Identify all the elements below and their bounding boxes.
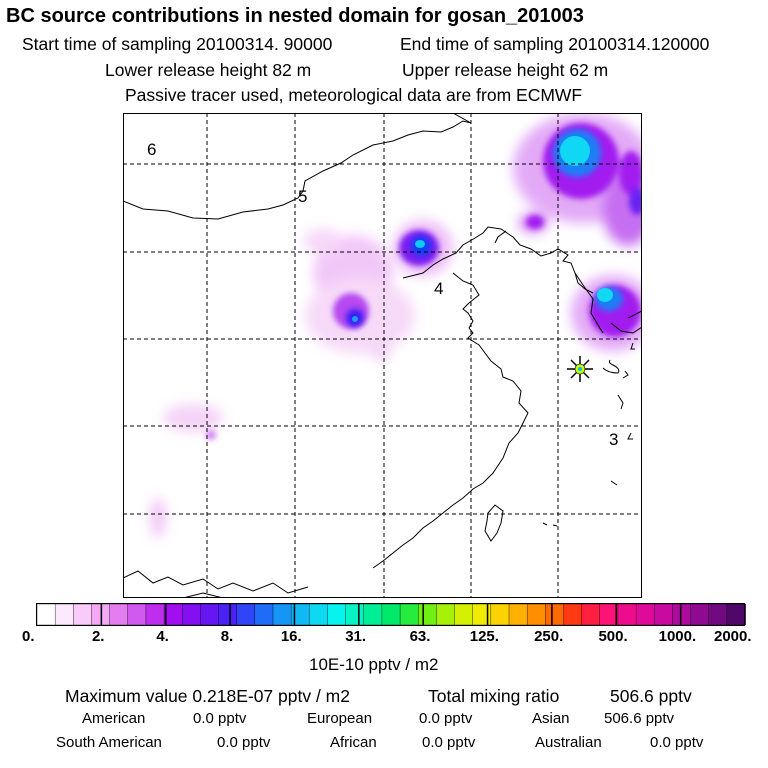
colorbar-cell [254,603,274,626]
colorbar-cell [309,603,329,626]
upper-release-label: Upper release height 62 m [402,60,609,80]
colorbar-tick-label: 2. [91,628,105,645]
region-name-asian: Asian [532,710,570,727]
colorbar-cell [472,603,492,626]
colorbar-cell [163,603,184,626]
colorbar-tick-label: 125. [469,628,499,645]
colorbar-unit-label: 10E-10 pptv / m2 [309,655,439,674]
colorbar-cell [454,603,474,626]
figure-title: BC source contributions in nested domain… [6,5,584,27]
colorbar-cell [145,603,165,626]
colorbar-cell [73,603,93,626]
receptor-star-icon [567,356,593,382]
colorbar-cell [490,603,510,626]
region-value-american: 0.0 pptv [193,710,247,727]
colorbar-cell [508,603,528,626]
colorbar-tick-label: 1000. [658,628,697,645]
region-name-african: African [330,734,377,751]
region-value-african: 0.0 pptv [422,734,476,751]
map-panel: 6 5 4 3 [123,113,642,598]
colorbar-tick-label: 500. [598,628,628,645]
colorbar-cell [381,603,401,626]
end-time-label: End time of sampling 20100314.120000 [400,34,710,54]
colorbar-cell [617,603,637,626]
lower-release-label: Lower release height 82 m [105,60,312,80]
colorbar-cell [563,603,583,626]
colorbar-cell [363,603,383,626]
colorbar [36,603,746,626]
total-mixing-ratio-label: Total mixing ratio [428,686,560,706]
colorbar-cell [690,603,710,626]
colorbar-cell [200,603,220,626]
map-frame [123,113,642,598]
colorbar-cell [672,603,692,626]
region-label-5: 5 [298,187,307,206]
region-label-4: 4 [434,279,443,298]
colorbar-cell [54,603,75,626]
colorbar-cell [399,603,420,626]
colorbar-tick-label: 250. [534,628,564,645]
max-value-label: Maximum value 0.218E-07 pptv / m2 [65,686,350,706]
colorbar-cell [109,603,129,626]
region-value-asian: 506.6 pptv [604,710,675,727]
start-time-label: Start time of sampling 20100314. 90000 [22,34,333,54]
colorbar-cell [36,603,56,626]
colorbar-cell [218,603,238,626]
colorbar-cell [545,603,565,626]
colorbar-cell [127,603,147,626]
concentration-field [150,113,642,538]
region-value-european: 0.0 pptv [419,710,473,727]
colorbar-frame [36,603,745,626]
colorbar-cell [581,603,601,626]
colorbar-cell [436,603,456,626]
colorbar-tick-label: 63. [409,628,431,645]
colorbar-tick-label: 16. [280,628,302,645]
colorbar-cell [272,603,292,626]
region-value-south-american: 0.0 pptv [217,734,271,751]
colorbar-cell [708,603,728,626]
colorbar-tick-label: 31. [345,628,367,645]
coastlines [123,113,642,598]
region-label-3: 3 [609,430,618,449]
region-value-australian: 0.0 pptv [650,734,704,751]
colorbar-cell [526,603,547,626]
colorbar-tick-label: 2000. [714,628,752,645]
colorbar-tick-label: 4. [156,628,169,645]
tracer-note: Passive tracer used, meteorological data… [125,85,583,105]
colorbar-cell [236,603,256,626]
region-name-european: European [307,710,373,727]
colorbar-tick-label: 0. [22,628,35,645]
colorbar-cell [418,603,438,626]
colorbar-cell [726,603,746,626]
region-name-south-american: South American [56,734,162,751]
colorbar-cell [635,603,656,626]
region-name-american: American [82,710,146,727]
colorbar-cell [327,603,347,626]
colorbar-tick-label: 8. [220,628,234,645]
colorbar-cell [345,603,365,626]
colorbar-cell [182,603,202,626]
map-grid [123,113,642,598]
total-mixing-ratio-value: 506.6 pptv [610,686,692,706]
colorbar-cell [654,603,674,626]
region-label-6: 6 [147,140,156,159]
region-name-australian: Australian [535,734,602,751]
